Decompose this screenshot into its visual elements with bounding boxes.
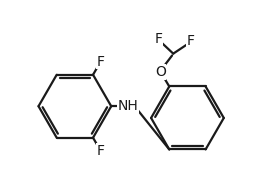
Text: F: F [97, 55, 105, 69]
Text: F: F [97, 144, 105, 158]
Text: NH: NH [117, 99, 138, 113]
Text: O: O [155, 65, 166, 79]
Text: F: F [155, 32, 163, 46]
Text: F: F [187, 34, 195, 48]
